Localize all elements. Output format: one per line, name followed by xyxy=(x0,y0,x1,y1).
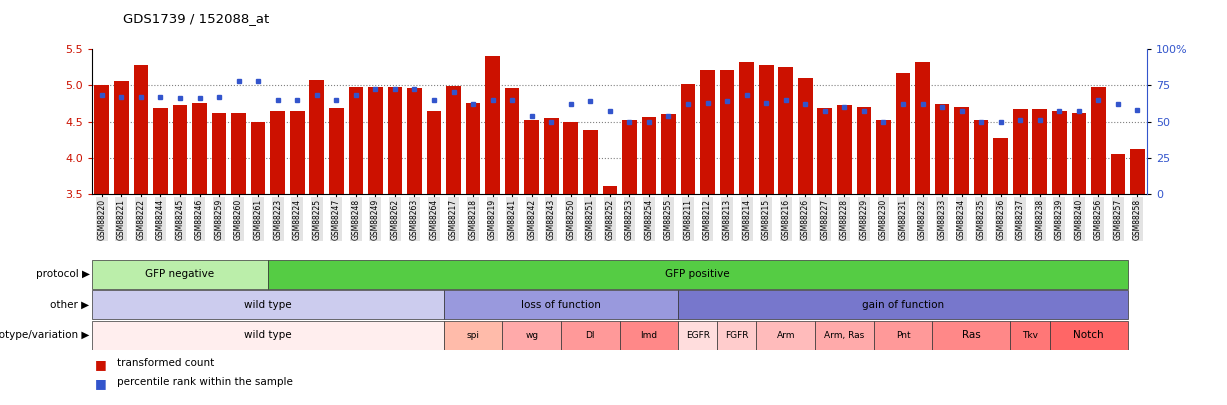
Bar xyxy=(602,185,617,194)
Text: Pnt: Pnt xyxy=(896,330,910,340)
Bar xyxy=(348,87,363,194)
Text: other ▶: other ▶ xyxy=(50,300,90,310)
FancyBboxPatch shape xyxy=(620,321,679,350)
FancyBboxPatch shape xyxy=(756,321,815,350)
Bar xyxy=(778,67,793,194)
Bar xyxy=(856,107,871,194)
Bar xyxy=(583,130,598,194)
Bar xyxy=(290,111,304,194)
Bar xyxy=(1032,109,1047,194)
Text: ■: ■ xyxy=(94,377,107,390)
Bar xyxy=(1052,111,1066,194)
Text: gain of function: gain of function xyxy=(861,300,944,310)
Bar xyxy=(915,62,930,194)
Bar xyxy=(661,114,676,194)
Bar xyxy=(114,81,129,194)
Bar xyxy=(544,118,558,194)
Text: ■: ■ xyxy=(94,358,107,371)
Bar xyxy=(447,86,461,194)
Bar xyxy=(153,109,168,194)
Text: GFP negative: GFP negative xyxy=(145,269,215,279)
Bar xyxy=(1014,109,1027,194)
Bar xyxy=(758,65,773,194)
Text: wg: wg xyxy=(525,330,539,340)
FancyBboxPatch shape xyxy=(92,290,444,319)
Bar xyxy=(1091,87,1106,194)
Bar xyxy=(173,105,188,194)
Bar xyxy=(935,104,950,194)
Text: Dl: Dl xyxy=(585,330,595,340)
Bar xyxy=(504,88,519,194)
FancyBboxPatch shape xyxy=(92,260,267,289)
Bar xyxy=(720,70,735,194)
Bar xyxy=(817,109,832,194)
Bar xyxy=(740,62,753,194)
Bar xyxy=(368,87,383,194)
Text: GFP positive: GFP positive xyxy=(665,269,730,279)
Bar xyxy=(701,70,715,194)
FancyBboxPatch shape xyxy=(679,321,718,350)
Text: loss of function: loss of function xyxy=(521,300,601,310)
Bar xyxy=(1130,149,1145,194)
Bar xyxy=(270,111,285,194)
Bar xyxy=(642,117,656,194)
Text: FGFR: FGFR xyxy=(725,330,748,340)
FancyBboxPatch shape xyxy=(1011,321,1049,350)
Text: wild type: wild type xyxy=(244,330,292,340)
FancyBboxPatch shape xyxy=(444,321,502,350)
FancyBboxPatch shape xyxy=(874,321,933,350)
FancyBboxPatch shape xyxy=(267,260,1128,289)
Text: protocol ▶: protocol ▶ xyxy=(36,269,90,279)
Bar xyxy=(1110,154,1125,194)
Bar xyxy=(388,87,402,194)
Bar xyxy=(524,120,539,194)
Text: EGFR: EGFR xyxy=(686,330,709,340)
Bar xyxy=(94,85,109,194)
Bar xyxy=(1071,113,1086,194)
Text: transformed count: transformed count xyxy=(117,358,213,369)
FancyBboxPatch shape xyxy=(444,290,679,319)
Bar xyxy=(466,103,481,194)
Text: Tkv: Tkv xyxy=(1022,330,1038,340)
Bar xyxy=(563,122,578,194)
Bar xyxy=(231,113,245,194)
Bar xyxy=(876,120,891,194)
FancyBboxPatch shape xyxy=(679,290,1128,319)
Bar xyxy=(955,107,969,194)
Bar xyxy=(309,80,324,194)
FancyBboxPatch shape xyxy=(1049,321,1128,350)
Bar xyxy=(250,122,265,194)
Text: Ras: Ras xyxy=(962,330,980,340)
FancyBboxPatch shape xyxy=(92,321,444,350)
Bar xyxy=(896,73,910,194)
Bar xyxy=(974,120,989,194)
FancyBboxPatch shape xyxy=(718,321,756,350)
Text: GDS1739 / 152088_at: GDS1739 / 152088_at xyxy=(123,12,269,25)
Bar xyxy=(798,78,812,194)
Text: Arm: Arm xyxy=(777,330,795,340)
Text: wild type: wild type xyxy=(244,300,292,310)
Text: Imd: Imd xyxy=(640,330,658,340)
Bar xyxy=(407,88,422,194)
Bar xyxy=(486,56,499,194)
Bar xyxy=(212,113,226,194)
Bar xyxy=(134,65,148,194)
Bar xyxy=(193,102,207,194)
Bar xyxy=(681,83,696,194)
Bar xyxy=(427,111,442,194)
Bar xyxy=(994,138,1009,194)
Bar xyxy=(622,120,637,194)
Text: Notch: Notch xyxy=(1074,330,1104,340)
Text: genotype/variation ▶: genotype/variation ▶ xyxy=(0,330,90,340)
Bar xyxy=(329,109,344,194)
Bar xyxy=(837,105,852,194)
Text: spi: spi xyxy=(466,330,480,340)
Text: Arm, Ras: Arm, Ras xyxy=(825,330,865,340)
FancyBboxPatch shape xyxy=(815,321,874,350)
Text: percentile rank within the sample: percentile rank within the sample xyxy=(117,377,292,387)
FancyBboxPatch shape xyxy=(561,321,620,350)
FancyBboxPatch shape xyxy=(502,321,561,350)
FancyBboxPatch shape xyxy=(933,321,1011,350)
